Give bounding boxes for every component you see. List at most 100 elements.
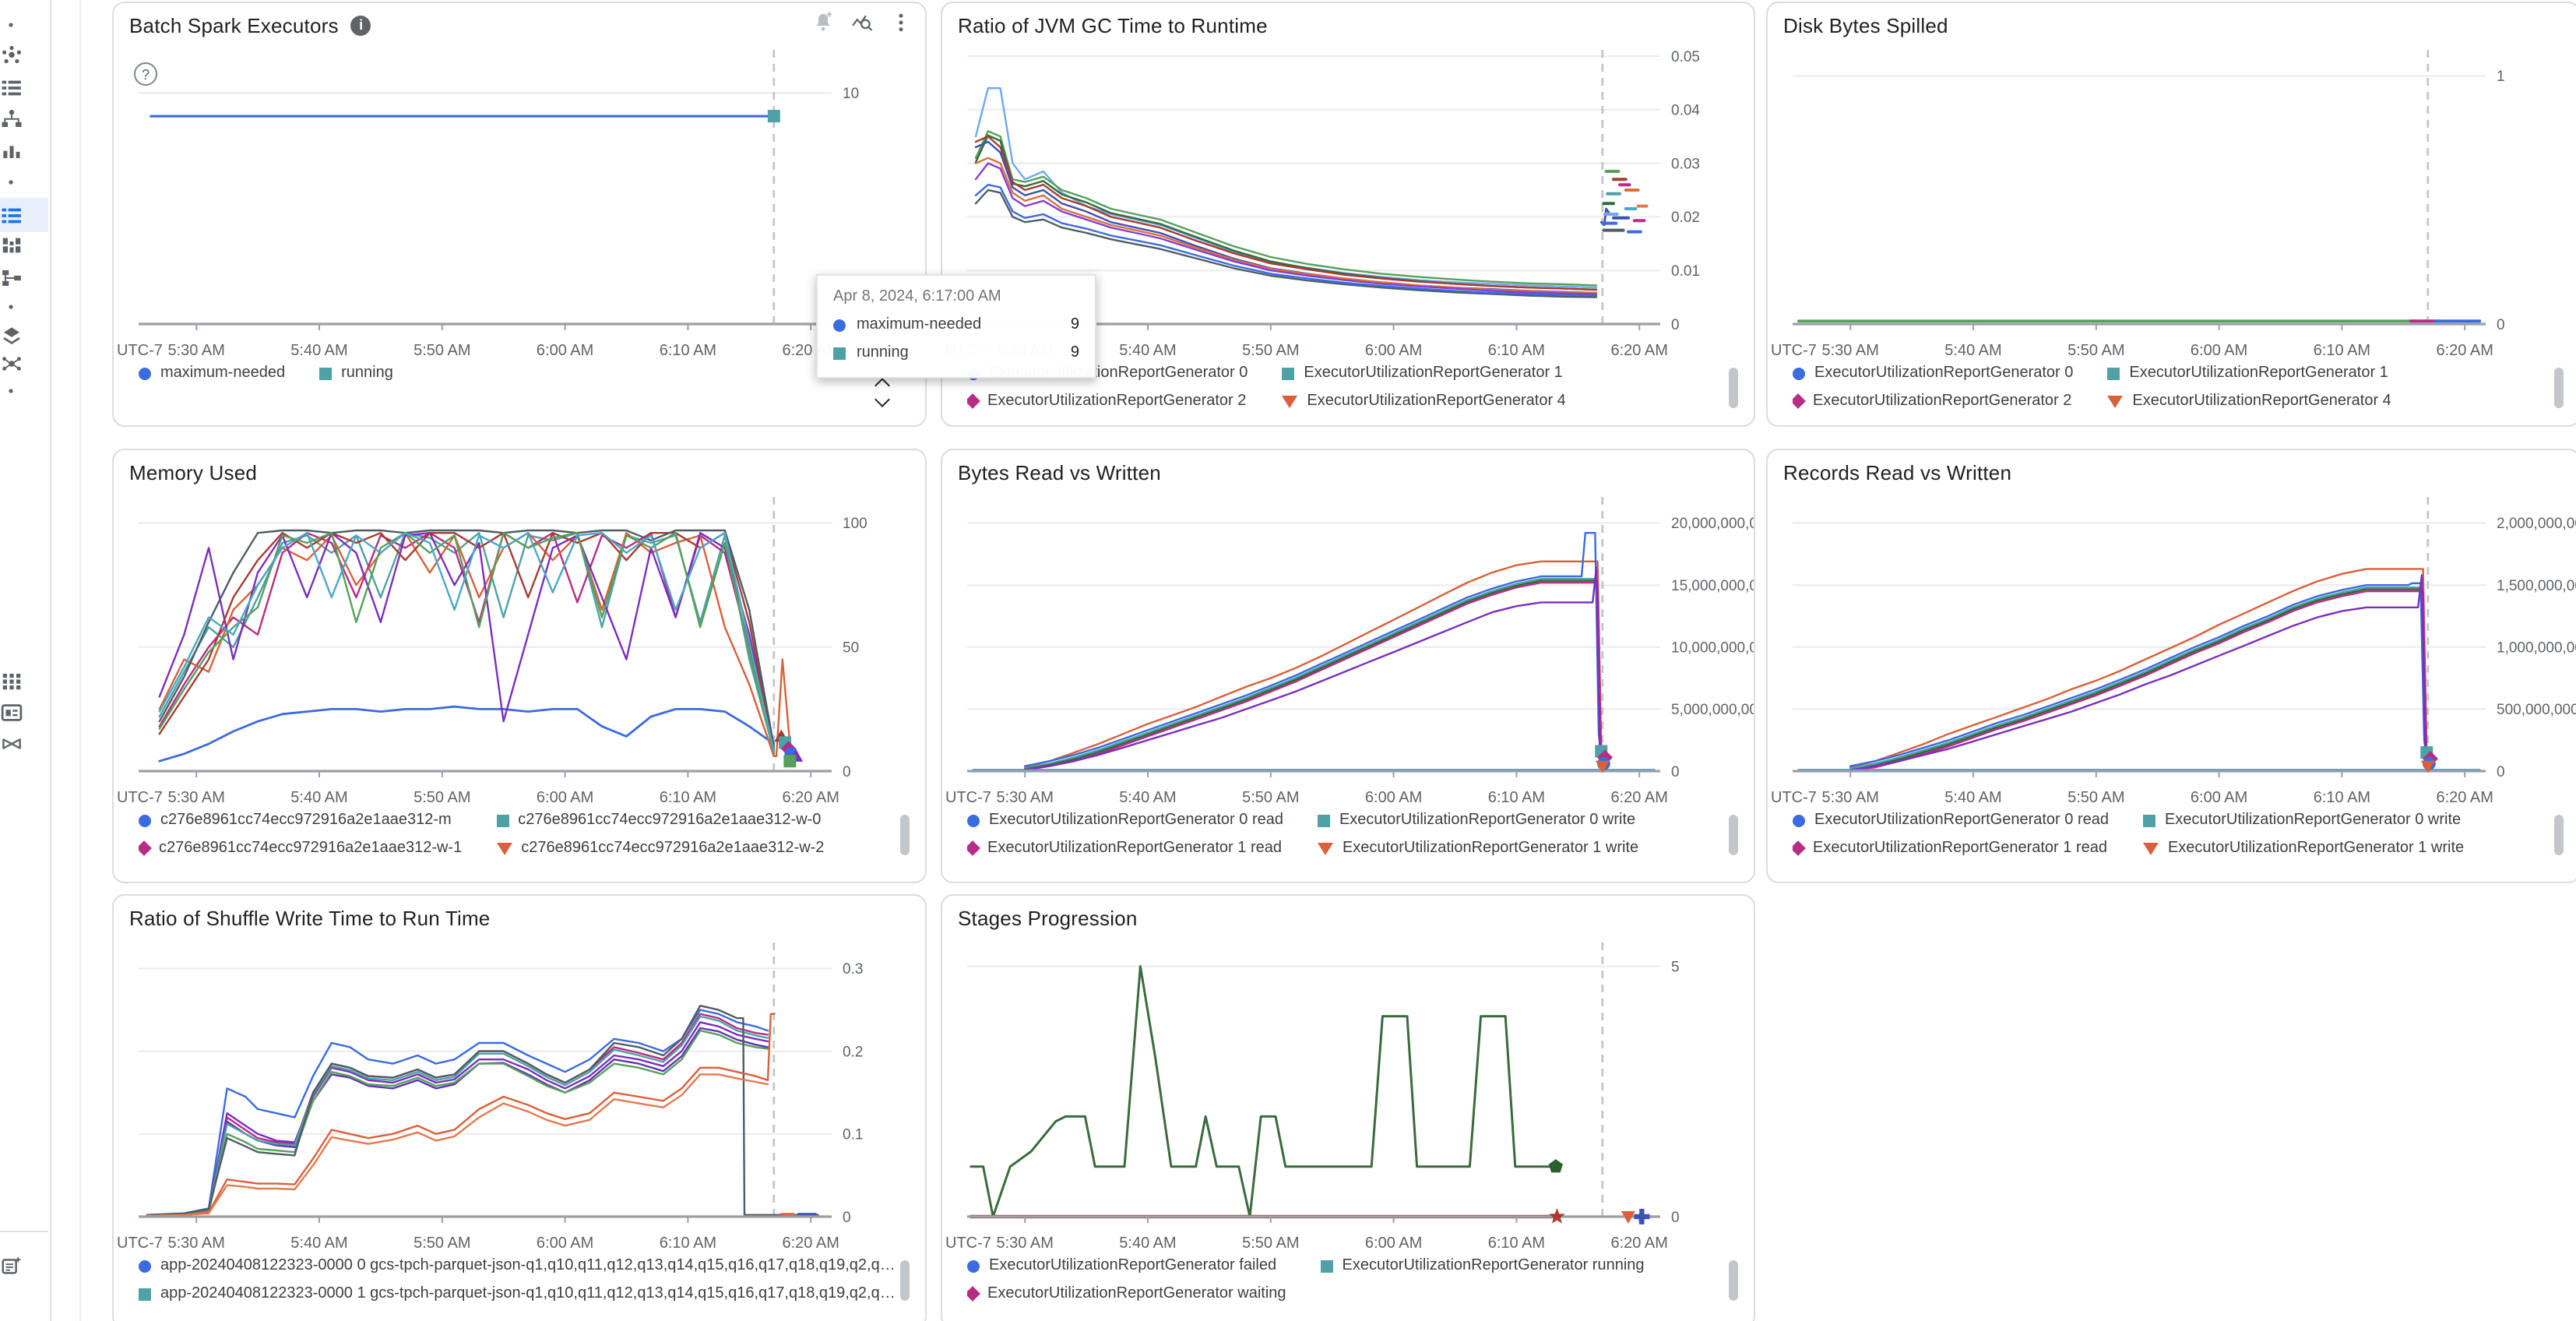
chart-plot[interactable]: 5 0 5:30 AM 5:40 AM 5:50 AM 6:00 AM 6:10 AM 6:2… xyxy=(942,930,1754,1260)
legend-scrollbar[interactable] xyxy=(1729,368,1738,408)
chart-plot[interactable]: 20,000,000,000 15,000,000,000 10,000,000,0… xyxy=(942,484,1754,815)
help-icon[interactable]: ? xyxy=(134,62,157,86)
legend-label: c276e8961cc74ecc972916a2e1aae312-w-0 xyxy=(518,812,822,829)
svg-text:5:30 AM: 5:30 AM xyxy=(997,789,1054,806)
tree-icon xyxy=(0,107,23,130)
sidebar-item-9-dot-icon[interactable] xyxy=(0,290,48,324)
legend-item[interactable]: ExecutorUtilizationReportGenerator 1 xyxy=(2107,365,2391,382)
svg-text:5:50 AM: 5:50 AM xyxy=(413,789,470,806)
more-options-kebab-icon[interactable] xyxy=(889,11,913,34)
legend-key-diamond-icon xyxy=(967,1286,980,1302)
legend-item[interactable]: ExecutorUtilizationReportGenerator 2 xyxy=(967,393,1248,410)
legend-item[interactable]: ExecutorUtilizationReportGenerator 0 rea… xyxy=(1793,812,2109,829)
sidebar-item-1-dots-cluster-icon[interactable] xyxy=(0,37,48,72)
panel-title: Disk Bytes Spilled xyxy=(1783,14,1948,37)
info-icon[interactable]: i xyxy=(350,16,371,36)
legend-scrollbar[interactable] xyxy=(2554,815,2564,855)
legend-item[interactable]: ExecutorUtilizationReportGenerator 0 rea… xyxy=(967,812,1283,829)
tooltip-series-label: maximum-needed xyxy=(857,316,982,333)
legend-scrollbar[interactable] xyxy=(900,1260,910,1301)
svg-text:15,000,000,000: 15,000,000,000 xyxy=(1671,578,1754,594)
legend-item[interactable]: ExecutorUtilizationReportGenerator runni… xyxy=(1320,1257,1645,1274)
left-nav-rail xyxy=(0,0,51,1321)
legend-scrollbar[interactable] xyxy=(2554,368,2564,408)
panel-title: Ratio of Shuffle Write Time to Run Time xyxy=(129,907,491,930)
legend-item[interactable]: ExecutorUtilizationReportGenerator 1 wri… xyxy=(1317,840,1638,857)
bowtie-icon xyxy=(0,731,23,755)
legend-item[interactable]: c276e8961cc74ecc972916a2e1aae312-m xyxy=(139,812,462,829)
dots-cluster-icon xyxy=(0,43,23,66)
svg-text:5:40 AM: 5:40 AM xyxy=(1119,342,1176,359)
legend-item[interactable]: ExecutorUtilizationReportGenerator 1 rea… xyxy=(1793,840,2109,857)
legend-item[interactable]: ExecutorUtilizationReportGenerator 4 xyxy=(2107,393,2391,410)
legend-label: ExecutorUtilizationReportGenerator 0 wri… xyxy=(2164,812,2462,829)
legend-item[interactable]: c276e8961cc74ecc972916a2e1aae312-w-0 xyxy=(496,812,824,829)
svg-text:100: 100 xyxy=(843,516,867,532)
sidebar-item-5-dot-icon[interactable] xyxy=(0,165,48,199)
chart-plot[interactable]: 0.3 0.2 0.1 0 5:30 AM 5:40 AM 5:50 AM 6:00 AM 6:… xyxy=(114,930,925,1260)
chart-plot[interactable]: 100 50 0 5:30 AM 5:40 AM 5:50 AM 6:00 AM 6:10 A… xyxy=(114,484,925,815)
svg-text:5:40 AM: 5:40 AM xyxy=(1944,789,2001,806)
legend-item[interactable]: running xyxy=(319,365,393,382)
legend-item[interactable]: ExecutorUtilizationReportGenerator 0 xyxy=(1793,365,2073,382)
legend-item[interactable]: ExecutorUtilizationReportGenerator 4 xyxy=(1282,393,1566,410)
chart-plot[interactable]: 2,000,000,000 1,500,000,000 1,000,000,000 5… xyxy=(1768,484,2576,815)
legend-scrollbar[interactable] xyxy=(900,815,910,855)
view-in-metrics-explorer-icon[interactable] xyxy=(850,11,874,34)
legend-key-square-icon xyxy=(1282,367,1295,379)
legend-label: ExecutorUtilizationReportGenerator 2 xyxy=(1813,393,2072,410)
sidebar-item-16-compose-icon[interactable] xyxy=(0,1248,48,1282)
panel-toolbar xyxy=(811,11,913,34)
sidebar-item-15-bowtie-icon[interactable] xyxy=(0,726,48,760)
legend-label: ExecutorUtilizationReportGenerator 0 wri… xyxy=(1339,812,1636,829)
legend-key-square-icon xyxy=(496,814,509,826)
sidebar-item-3-tree-icon[interactable] xyxy=(0,101,48,136)
legend-item[interactable]: ExecutorUtilizationReportGenerator waiti… xyxy=(967,1285,1286,1302)
legend-label: ExecutorUtilizationReportGenerator 4 xyxy=(2132,393,2391,410)
legend-label: ExecutorUtilizationReportGenerator 2 xyxy=(987,393,1247,410)
svg-text:5:30 AM: 5:30 AM xyxy=(997,1235,1054,1252)
legend-item[interactable]: ExecutorUtilizationReportGenerator 1 rea… xyxy=(967,840,1283,857)
sidebar-item-10-layers-icon[interactable] xyxy=(0,318,48,352)
legend-item[interactable]: ExecutorUtilizationReportGenerator 1 wri… xyxy=(2142,840,2464,857)
sidebar-item-13-grid-icon[interactable] xyxy=(0,664,48,698)
sidebar-item-0-dot-icon[interactable] xyxy=(0,8,48,42)
svg-text:1: 1 xyxy=(2497,69,2505,85)
legend-expand-chevrons-icon[interactable] xyxy=(871,378,892,407)
legend-item[interactable]: app-20240408122323-0000 1 gcs-tpch-parqu… xyxy=(139,1285,896,1302)
legend-item[interactable]: ExecutorUtilizationReportGenerator faile… xyxy=(967,1257,1286,1274)
sidebar-item-12-dot-icon[interactable] xyxy=(0,374,48,408)
legend-item[interactable]: c276e8961cc74ecc972916a2e1aae312-w-2 xyxy=(496,840,824,857)
legend-item[interactable]: ExecutorUtilizationReportGenerator 0 wri… xyxy=(1317,812,1638,829)
legend-key-circle-icon xyxy=(1793,814,1805,826)
legend-item[interactable]: ExecutorUtilizationReportGenerator 2 xyxy=(1793,393,2073,410)
sidebar-item-11-network-icon[interactable] xyxy=(0,346,48,380)
sidebar-item-8-flow-icon[interactable] xyxy=(0,260,48,294)
svg-text:0: 0 xyxy=(1671,1210,1680,1226)
legend-label: ExecutorUtilizationReportGenerator 4 xyxy=(1307,393,1566,410)
legend-item[interactable]: ExecutorUtilizationReportGenerator 0 wri… xyxy=(2142,812,2464,829)
svg-text:6:10 AM: 6:10 AM xyxy=(1488,789,1545,806)
legend-key-tri-icon xyxy=(1317,842,1333,854)
chart-legend: ExecutorUtilizationReportGenerator 0 Exec… xyxy=(1793,365,2532,410)
tooltip-key-circle-icon xyxy=(833,319,846,331)
legend-item[interactable]: c276e8961cc74ecc972916a2e1aae312-w-1 xyxy=(139,840,462,857)
tooltip-row: maximum-needed 9 xyxy=(833,316,1079,333)
sidebar-item-7-dashboard-icon[interactable] xyxy=(0,227,48,262)
sidebar-item-14-article-icon[interactable] xyxy=(0,695,48,729)
svg-text:0.05: 0.05 xyxy=(1671,49,1700,65)
legend-item[interactable]: maximum-needed xyxy=(139,365,285,382)
legend-label: ExecutorUtilizationReportGenerator 1 xyxy=(2129,365,2388,382)
svg-text:5:40 AM: 5:40 AM xyxy=(290,342,347,359)
sidebar-item-4-bar-chart-icon[interactable] xyxy=(0,132,48,167)
sidebar-item-2-list-icon[interactable] xyxy=(0,70,48,104)
sidebar-item-6-list-icon[interactable] xyxy=(0,198,48,232)
legend-scrollbar[interactable] xyxy=(1729,1260,1738,1301)
add-alert-bell-icon[interactable] xyxy=(811,11,835,34)
legend-scrollbar[interactable] xyxy=(1729,815,1738,855)
legend-item[interactable]: app-20240408122323-0000 0 gcs-tpch-parqu… xyxy=(139,1257,896,1274)
legend-label: maximum-needed xyxy=(160,365,286,382)
legend-item[interactable]: ExecutorUtilizationReportGenerator 1 xyxy=(1282,365,1565,382)
